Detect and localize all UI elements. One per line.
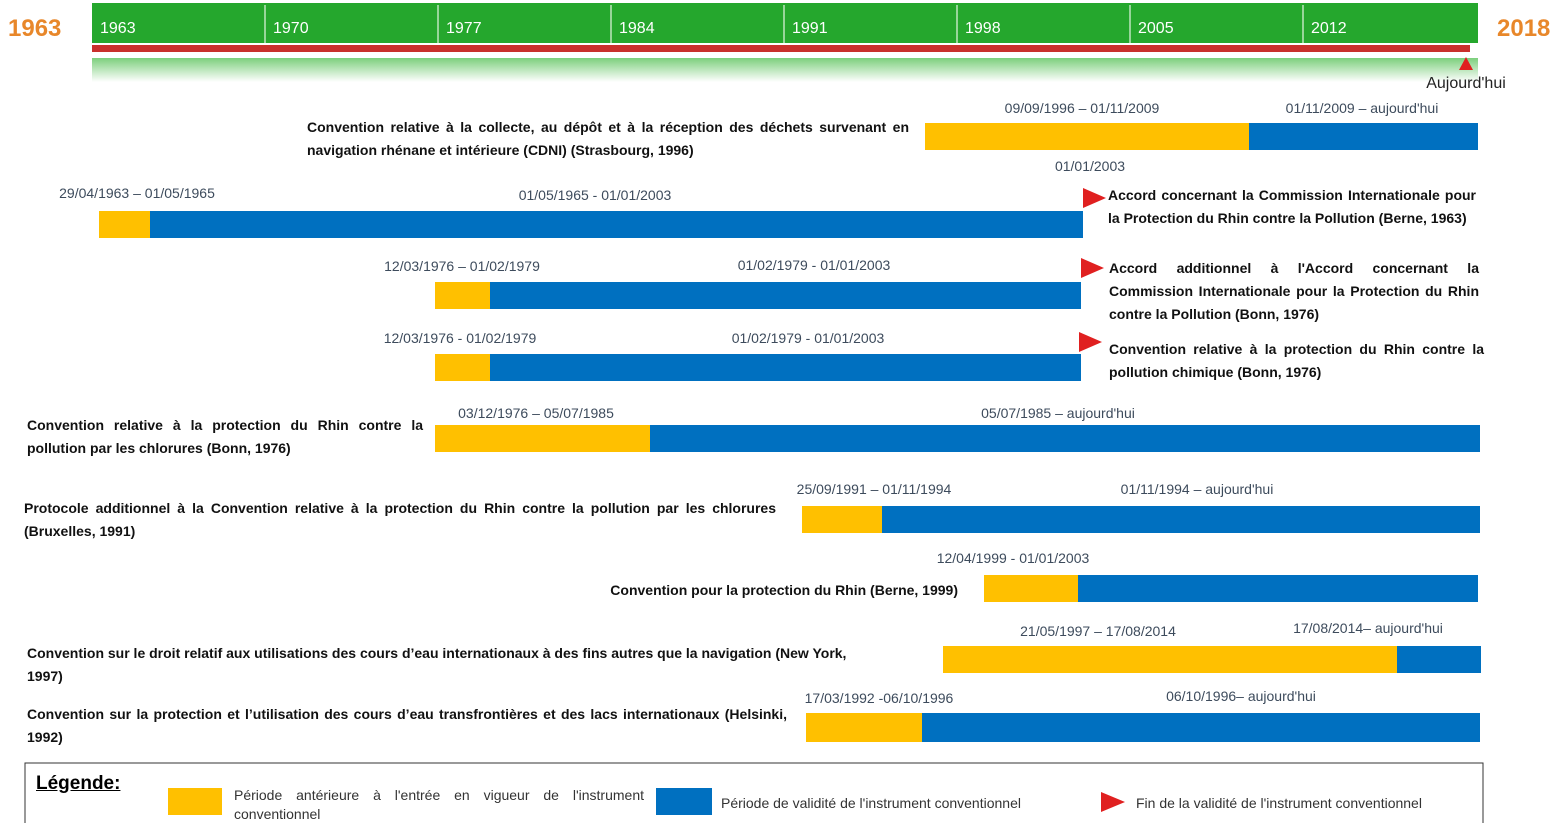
row-title: Convention relative à la collecte, au dé… bbox=[307, 119, 909, 158]
period-before: 09/09/1996 – 01/11/2009 bbox=[1004, 100, 1160, 116]
tick-label: 1984 bbox=[619, 20, 655, 37]
row-title: Convention pour la protection du Rhin (B… bbox=[610, 582, 958, 598]
bar-before bbox=[435, 354, 490, 381]
bar-before bbox=[806, 713, 922, 742]
row-title: Convention relative à la protection du R… bbox=[27, 417, 423, 456]
tick-label: 2005 bbox=[1138, 20, 1174, 37]
today-marker bbox=[1459, 57, 1473, 70]
period-before: 21/05/1997 – 17/08/2014 bbox=[1020, 623, 1176, 639]
period-before: 12/04/1999 - 01/01/2003 bbox=[936, 550, 1090, 566]
bar-valid bbox=[490, 282, 1081, 309]
tick-label: 1991 bbox=[792, 20, 828, 37]
legend-title: Légende: bbox=[36, 773, 121, 794]
period-before: 12/03/1976 - 01/02/1979 bbox=[383, 330, 537, 346]
tick-label: 1998 bbox=[965, 20, 1001, 37]
end-year: 2018 bbox=[1497, 15, 1551, 42]
period-valid: 05/07/1985 – aujourd'hui bbox=[981, 405, 1135, 421]
period-valid: 01/02/1979 - 01/01/2003 bbox=[737, 257, 891, 273]
period-before: 25/09/1991 – 01/11/1994 bbox=[796, 481, 952, 497]
row-title: Convention sur le droit relatif aux util… bbox=[27, 645, 847, 684]
axis-shadow bbox=[92, 58, 1478, 82]
bar-before bbox=[99, 211, 150, 238]
tick-label: 1977 bbox=[446, 20, 482, 37]
period-valid: 01/11/1994 – aujourd'hui bbox=[1120, 481, 1274, 497]
legend-before: Période antérieure à l'entrée en vigueur… bbox=[234, 787, 644, 822]
bar-before bbox=[984, 575, 1078, 602]
legend-triangle bbox=[1101, 792, 1125, 812]
end-date: 01/01/2003 bbox=[1054, 158, 1126, 174]
bar-before bbox=[435, 425, 650, 452]
bar-before bbox=[925, 123, 1249, 150]
period-before: 17/03/1992 -06/10/1996 bbox=[804, 690, 954, 706]
start-year: 1963 bbox=[8, 15, 62, 42]
legend-end: Fin de la validité de l'instrument conve… bbox=[1136, 795, 1422, 811]
row-title: Convention sur la protection et l’utilis… bbox=[27, 706, 787, 745]
legend-swatch-before bbox=[168, 788, 222, 815]
tick-label: 1970 bbox=[273, 20, 309, 37]
legend-swatch-valid bbox=[656, 788, 712, 815]
bar-valid bbox=[1249, 123, 1478, 150]
period-valid: 01/11/2009 – aujourd'hui bbox=[1285, 100, 1439, 116]
row-title: Accord concernant la Commission Internat… bbox=[1108, 187, 1476, 226]
legend-valid: Période de validité de l'instrument conv… bbox=[721, 795, 1021, 811]
period-before: 03/12/1976 – 05/07/1985 bbox=[458, 405, 614, 421]
bar-before bbox=[943, 646, 1397, 673]
period-valid: 01/05/1965 - 01/01/2003 bbox=[518, 187, 672, 203]
time-axis bbox=[92, 3, 1478, 43]
row-title: Accord additionnel à l'Accord concernant… bbox=[1109, 260, 1479, 322]
period-valid: 17/08/2014– aujourd'hui bbox=[1293, 620, 1443, 636]
end-triangle bbox=[1081, 258, 1104, 278]
bar-valid bbox=[150, 211, 1083, 238]
end-triangle bbox=[1079, 332, 1102, 352]
bar-valid bbox=[490, 354, 1081, 381]
bar-valid bbox=[882, 506, 1480, 533]
period-valid: 06/10/1996– aujourd'hui bbox=[1166, 688, 1316, 704]
bar-before bbox=[435, 282, 490, 309]
period-before: 29/04/1963 – 01/05/1965 bbox=[59, 185, 215, 201]
row-title: Protocole additionnel à la Convention re… bbox=[24, 500, 776, 539]
bar-valid bbox=[650, 425, 1480, 452]
axis-line bbox=[92, 45, 1470, 52]
bar-valid bbox=[922, 713, 1480, 742]
bar-before bbox=[802, 506, 882, 533]
period-before: 12/03/1976 – 01/02/1979 bbox=[384, 258, 540, 274]
tick-label: 1963 bbox=[100, 20, 136, 37]
bar-valid bbox=[1078, 575, 1478, 602]
tick-label: 2012 bbox=[1311, 20, 1347, 37]
row-title: Convention relative à la protection du R… bbox=[1109, 341, 1484, 380]
legend-box bbox=[24, 762, 1484, 823]
today-label: Aujourd'hui bbox=[1426, 75, 1506, 92]
bar-valid bbox=[1397, 646, 1481, 673]
period-valid: 01/02/1979 - 01/01/2003 bbox=[731, 330, 885, 346]
end-triangle bbox=[1083, 188, 1106, 208]
